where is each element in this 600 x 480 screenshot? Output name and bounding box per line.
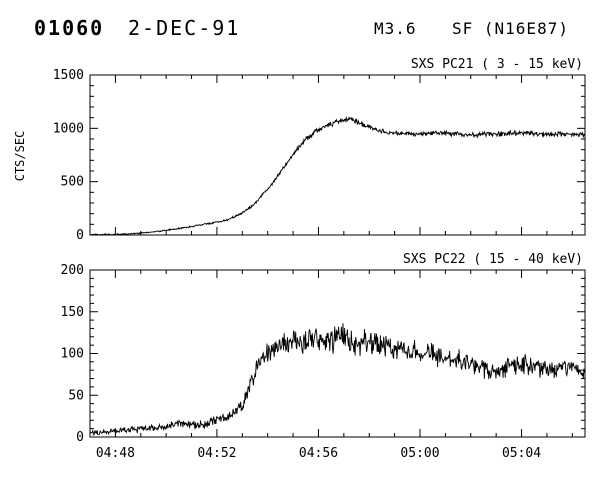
panel1-title: SXS PC21 ( 3 - 15 keV) <box>411 57 583 72</box>
y-tick-label: 100 <box>61 347 84 362</box>
x-tick-label: 04:52 <box>197 446 236 461</box>
curve-layer <box>89 115 586 437</box>
panel2-title: SXS PC22 ( 15 - 40 keV) <box>403 252 583 267</box>
x-tick-label: 05:04 <box>502 446 541 461</box>
flare-type-location: SF (N16E87) <box>452 19 569 38</box>
y-tick-label: 150 <box>61 305 84 320</box>
lightcurve-trace <box>89 323 586 437</box>
x-tick-label: 05:00 <box>400 446 439 461</box>
y-tick-label: 0 <box>76 228 84 243</box>
y-tick-label: 1500 <box>53 68 84 83</box>
y-tick-label: 1000 <box>53 121 84 136</box>
y-tick-label: 200 <box>61 263 84 278</box>
lightcurve-trace <box>89 115 586 236</box>
axes-layer <box>89 74 586 438</box>
y-tick-label: 0 <box>76 430 84 445</box>
y-tick-label: 500 <box>61 175 84 190</box>
event-date: 2-DEC-91 <box>128 16 241 40</box>
y-axis-title: CTS/SEC <box>13 131 27 182</box>
event-number: 01060 <box>34 16 105 40</box>
y-tick-label: 50 <box>68 388 84 403</box>
tick-label-layer: 0 500 1000 1500 0 50 100 150 200 04:48 04:52 04:56 0… <box>53 68 542 461</box>
goes-class: M3.6 <box>374 19 417 38</box>
x-tick-label: 04:56 <box>299 446 338 461</box>
x-tick-label: 04:48 <box>96 446 135 461</box>
